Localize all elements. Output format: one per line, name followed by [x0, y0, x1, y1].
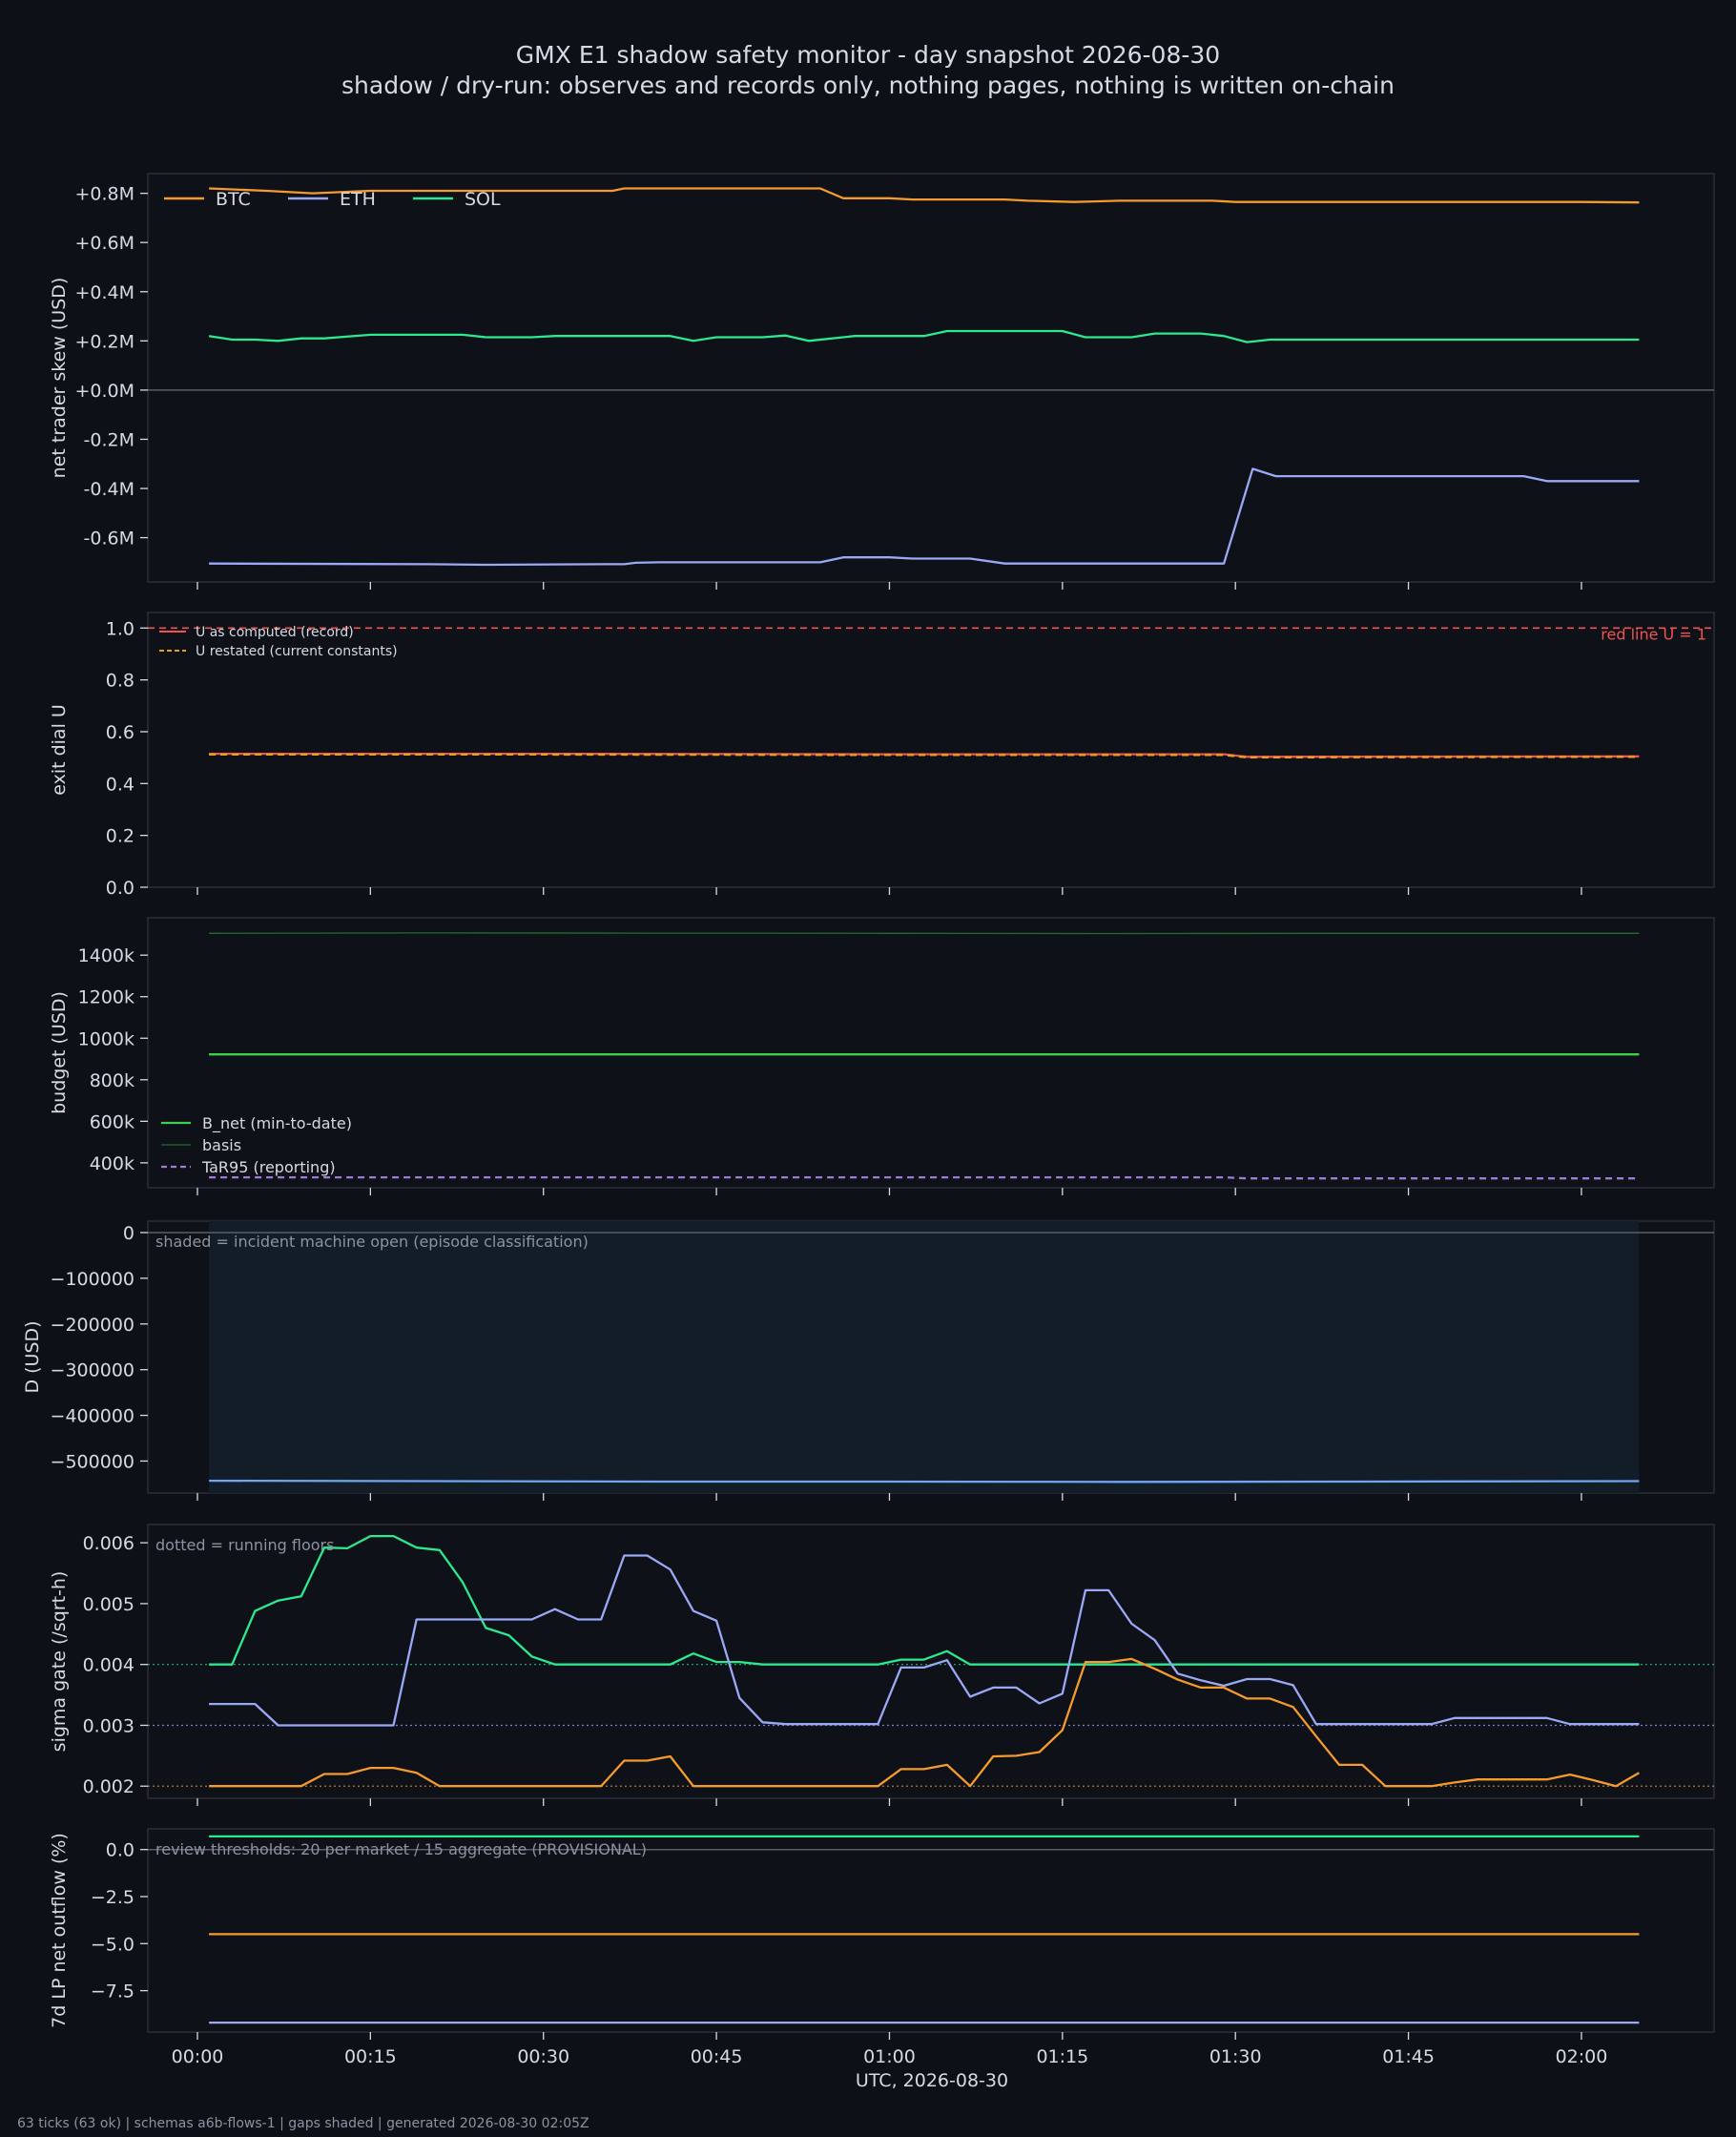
series-line-sol: [208, 329, 1640, 343]
y-tick-label: 0.006: [83, 1533, 134, 1554]
y-tick-label: +0.6M: [74, 233, 134, 254]
panel-lp_outflow: 0.0 −2.5 −5.0 −7.5 00:00 00:15 00:30 00:45 01:00…: [49, 1828, 1715, 2067]
series-line-btc: [209, 1657, 1640, 1788]
series-line-d: [209, 1479, 1640, 1483]
series-line-basis: [209, 932, 1640, 935]
y-tick-label: −5.0: [91, 1934, 134, 1955]
y-tick-label: 1400k: [78, 945, 134, 966]
figure-title: GMX E1 shadow safety monitor - day snaps…: [516, 41, 1220, 69]
y-tick-label: 0.005: [83, 1594, 134, 1615]
y-tick-label: -0.6M: [84, 529, 134, 550]
y-axis-label: net trader skew (USD): [49, 278, 70, 479]
panel-annotation: review thresholds: 20 per market / 15 ag…: [155, 1840, 647, 1858]
x-tick-label: 01:45: [1382, 2046, 1435, 2067]
y-tick-label: 0.2: [106, 826, 134, 847]
panel-annotation: dotted = running floors: [155, 1536, 334, 1554]
y-tick-label: +0.0M: [74, 381, 134, 402]
x-axis-label: UTC, 2026-08-30: [856, 2070, 1008, 2091]
legend-label: BTC: [216, 189, 251, 210]
legend-label: TaR95 (reporting): [201, 1158, 336, 1176]
y-tick-label: −400000: [51, 1406, 134, 1427]
y-axis-label: exit dial U: [49, 704, 70, 796]
y-tick-label: 1000k: [78, 1028, 134, 1049]
y-axis-label: sigma gate (/sqrt-h): [49, 1571, 70, 1753]
panels: +0.8M +0.6M +0.4M +0.2M +0.0M -0.2M -0.4M -0.6M…: [22, 173, 1715, 2067]
y-tick-label: 0.0: [106, 878, 134, 899]
legend-label: B_net (min-to-date): [202, 1114, 352, 1133]
x-tick-label: 01:00: [863, 2046, 916, 2067]
y-tick-label: 1.0: [106, 618, 134, 639]
y-tick-label: -0.2M: [84, 429, 134, 450]
panel-annotation: shaded = incident machine open (episode …: [155, 1233, 589, 1251]
legend-label: basis: [202, 1136, 241, 1154]
x-tick-label: 01:30: [1209, 2046, 1262, 2067]
legend-label: SOL: [465, 189, 501, 210]
x-tick-label: 00:15: [344, 2046, 397, 2067]
y-tick-label: −500000: [51, 1451, 134, 1472]
y-tick-label: 0: [123, 1223, 134, 1244]
y-tick-label: +0.2M: [74, 331, 134, 352]
y-tick-label: 0.002: [83, 1776, 134, 1797]
y-tick-label: 0.004: [83, 1655, 134, 1676]
y-axis-label: budget (USD): [49, 991, 70, 1114]
x-tick-label: 00:30: [517, 2046, 569, 2067]
incident-shade: [209, 1221, 1640, 1493]
plot-area-skew: [147, 173, 1715, 583]
y-tick-label: 800k: [90, 1070, 134, 1091]
y-tick-label: −7.5: [91, 1981, 134, 2002]
x-tick-label: 00:45: [691, 2046, 743, 2067]
y-tick-label: 600k: [90, 1111, 134, 1132]
panel-budget: 400k 600k 800k 1000k 1200k 1400k budget (USD) B…: [49, 917, 1715, 1195]
panel-drawdown: 0 −100000 −200000 −300000 −400000 −500000 D (U…: [22, 1220, 1715, 1501]
y-tick-label: 1200k: [78, 987, 134, 1008]
plot-area-lp_outflow: [147, 1828, 1715, 2033]
y-tick-label: 0.6: [106, 722, 134, 743]
legend-label: U as computed (record): [196, 625, 354, 640]
y-tick-label: 400k: [90, 1153, 134, 1174]
panel-sigma_gate: 0.002 0.003 0.004 0.005 0.006 sigma gate (/sq…: [49, 1524, 1715, 1806]
y-tick-label: -0.4M: [84, 479, 134, 500]
plot-area-sigma_gate: [147, 1524, 1715, 1799]
y-tick-label: +0.4M: [74, 282, 134, 303]
y-axis-label: 7d LP net outflow (%): [49, 1833, 70, 2028]
y-tick-label: −200000: [51, 1315, 134, 1336]
figure-subtitle: shadow / dry-run: observes and records o…: [341, 72, 1395, 99]
y-tick-label: −100000: [51, 1269, 134, 1290]
legend-label: ETH: [340, 189, 376, 210]
series-line-sol: [209, 1534, 1640, 1666]
x-tick-label: 00:00: [172, 2046, 224, 2067]
x-tick-label: 01:15: [1036, 2046, 1088, 2067]
series-line-u-restated-current-constants: [209, 753, 1640, 759]
y-tick-label: +0.8M: [74, 184, 134, 205]
footer-status: 63 ticks (63 ok) | schemas a6b-flows-1 |…: [17, 2116, 589, 2131]
red-line-label: red line U = 1: [1601, 625, 1706, 643]
legend-label: U restated (current constants): [196, 644, 398, 659]
panel-exit_dial: red line U = 1 0.0 0.2 0.4 0.6 0.8 1.0 exit dia…: [49, 612, 1715, 899]
y-tick-label: −300000: [51, 1360, 134, 1381]
series-line-btc: [209, 187, 1640, 204]
series-line-eth: [209, 1554, 1640, 1727]
x-tick-label: 02:00: [1556, 2046, 1608, 2067]
y-tick-label: −2.5: [91, 1887, 134, 1908]
panel-skew: +0.8M +0.6M +0.4M +0.2M +0.0M -0.2M -0.4M -0.6M…: [49, 173, 1715, 590]
y-axis-label: D (USD): [22, 1320, 43, 1393]
series-line-tar95-reporting: [209, 1175, 1640, 1180]
y-tick-label: 0.8: [106, 671, 134, 692]
plot-area-budget: [147, 917, 1715, 1189]
series-line-eth: [209, 467, 1640, 567]
y-tick-label: 0.4: [106, 774, 134, 795]
y-tick-label: 0.0: [106, 1840, 134, 1861]
plot-area-exit_dial: [147, 612, 1715, 888]
y-tick-label: 0.003: [83, 1715, 134, 1736]
